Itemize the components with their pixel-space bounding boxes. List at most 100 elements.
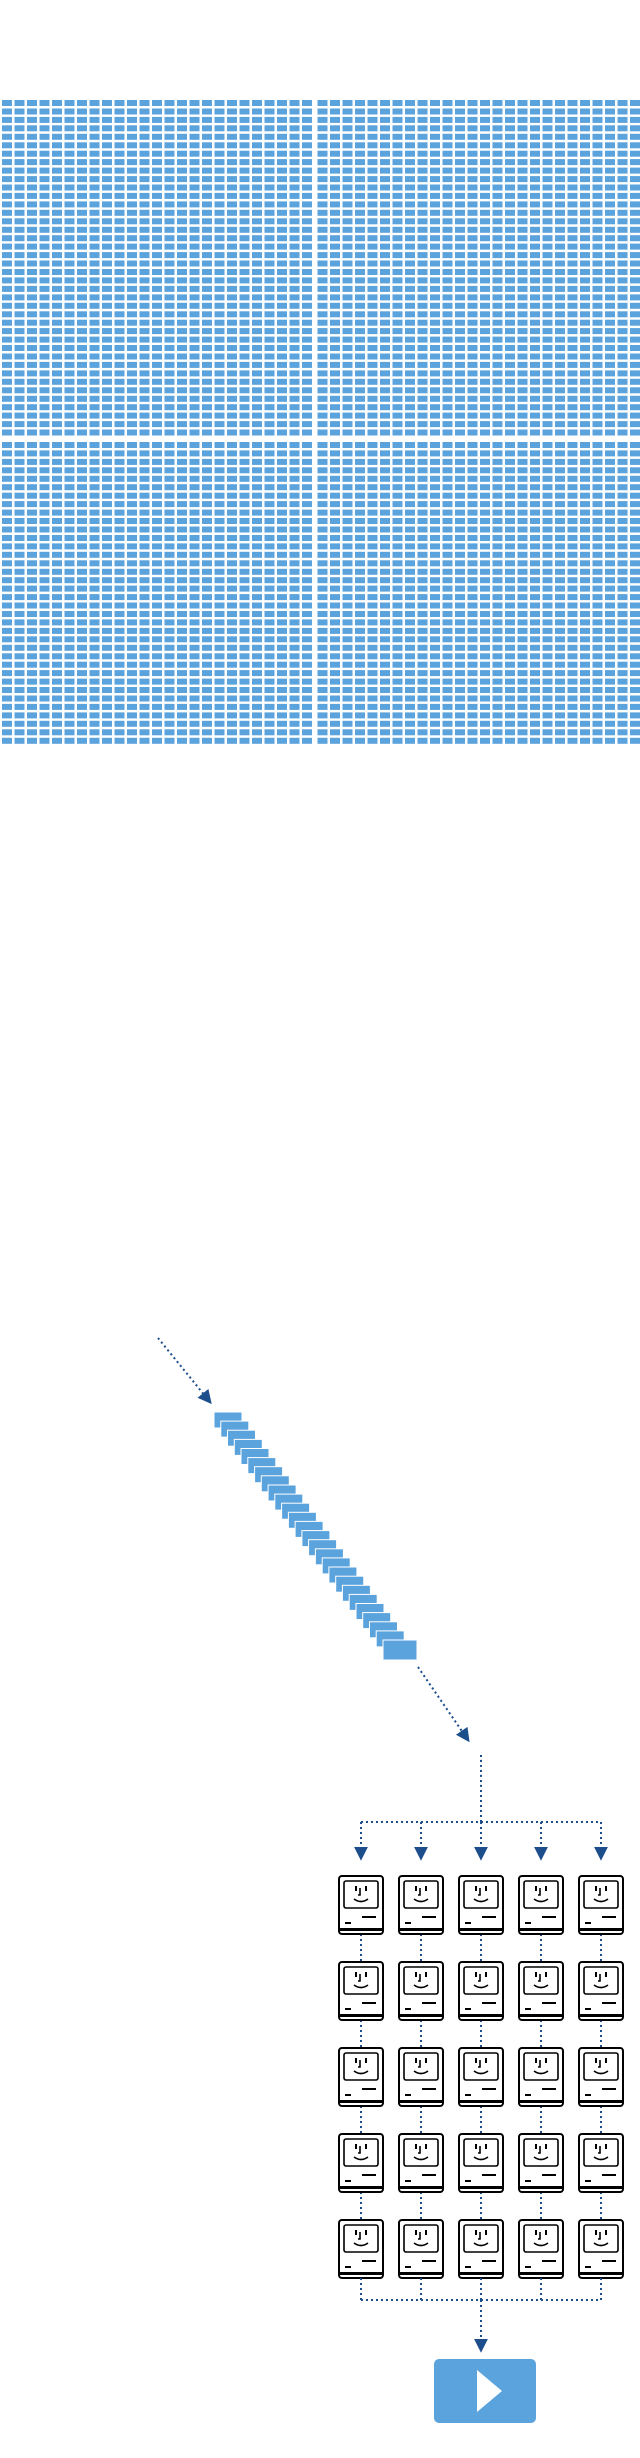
tile [567, 577, 578, 584]
tile [392, 670, 403, 677]
tile [630, 150, 640, 157]
tile [542, 594, 553, 601]
tile [102, 294, 112, 301]
tile [330, 142, 340, 149]
tile [27, 311, 37, 318]
tile [27, 345, 37, 351]
tile [152, 720, 162, 727]
tile [89, 594, 100, 601]
tile [517, 661, 528, 668]
tile [127, 678, 137, 685]
tile [342, 243, 353, 250]
tile [189, 125, 200, 132]
tile [355, 568, 365, 575]
tile [302, 611, 312, 617]
tile [392, 285, 403, 292]
tile [417, 678, 428, 685]
tile [89, 395, 100, 402]
tile [239, 184, 250, 191]
tile [189, 209, 200, 216]
tile [330, 159, 340, 166]
tile [202, 260, 212, 267]
tile [252, 361, 262, 368]
tile [202, 387, 212, 394]
tile [252, 467, 262, 474]
tile [289, 125, 300, 132]
tile [202, 336, 212, 343]
tile [392, 150, 403, 157]
tile [592, 703, 603, 710]
tile [380, 484, 390, 491]
tile [127, 712, 137, 719]
tile [405, 412, 415, 419]
tile [89, 125, 100, 132]
tile [355, 176, 365, 183]
tile [164, 518, 175, 524]
tile [517, 602, 528, 609]
tile [27, 150, 37, 157]
tile [202, 235, 212, 242]
tile [27, 467, 37, 474]
tile [542, 619, 553, 626]
tile [392, 458, 403, 465]
tile [405, 269, 415, 275]
tile [355, 661, 365, 668]
tile [405, 518, 415, 524]
tile [239, 577, 250, 584]
tile [417, 543, 428, 550]
tile [289, 450, 300, 457]
tile [102, 133, 112, 140]
tile [89, 294, 100, 301]
tile [530, 535, 540, 541]
tile [630, 737, 640, 744]
tile [442, 353, 453, 360]
tile [164, 370, 175, 377]
tile [617, 551, 628, 558]
tile [592, 670, 603, 677]
tile [114, 560, 125, 567]
tile [592, 100, 603, 106]
tile [64, 475, 75, 482]
tile [302, 551, 312, 558]
tile [317, 361, 328, 368]
tile [392, 294, 403, 301]
tile [152, 302, 162, 309]
tile [189, 336, 200, 343]
tile [264, 594, 275, 601]
tile [567, 412, 578, 419]
tile [202, 353, 212, 360]
tile [517, 370, 528, 377]
tile [277, 361, 287, 368]
tile [289, 543, 300, 550]
tile [317, 116, 328, 123]
tile [617, 543, 628, 550]
tile [77, 611, 87, 617]
tile [164, 378, 175, 385]
tile [289, 108, 300, 115]
tile [617, 627, 628, 634]
tile [277, 395, 287, 402]
tile [417, 201, 428, 208]
tile [630, 543, 640, 550]
tile [239, 395, 250, 402]
tile [252, 429, 262, 436]
tile [127, 475, 137, 482]
tile [252, 294, 262, 301]
tile [277, 311, 287, 318]
tile [505, 252, 515, 259]
tile [64, 201, 75, 208]
tile [89, 585, 100, 592]
tile [442, 345, 453, 351]
fan-out-connectors [354, 1755, 608, 2220]
tile [630, 269, 640, 275]
tile [467, 636, 478, 643]
tile [505, 560, 515, 567]
play-button[interactable] [434, 2359, 536, 2423]
tile [392, 269, 403, 275]
tile [617, 294, 628, 301]
tile [102, 543, 112, 550]
tile [189, 467, 200, 474]
tile [617, 260, 628, 267]
tile [302, 311, 312, 318]
tile [77, 551, 87, 558]
